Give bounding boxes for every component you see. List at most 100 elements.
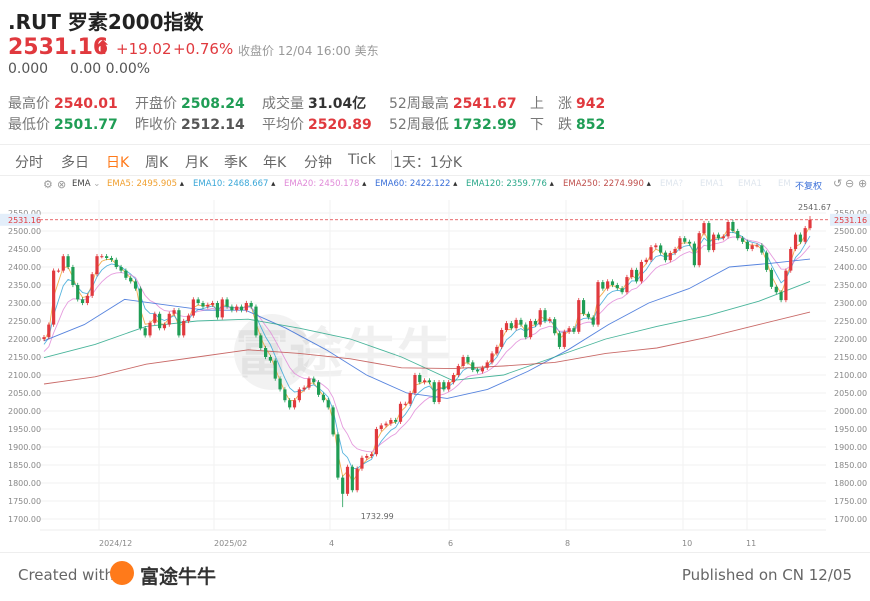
candle-body (408, 393, 412, 404)
tab-5[interactable]: 季K (224, 155, 248, 171)
y-tick-left: 1900.00 (8, 443, 41, 452)
candle-body (191, 299, 195, 316)
candle-body (659, 245, 663, 253)
candle-body (297, 389, 301, 401)
candle-body (302, 387, 306, 390)
stat-item: 最低价 2501.77 (8, 114, 118, 134)
candle-body (692, 243, 696, 266)
undo-icon[interactable]: ↺ (833, 177, 843, 190)
candle-body (634, 269, 639, 282)
candle-body (509, 323, 513, 329)
legend-label: EMA60: (375, 179, 408, 189)
zoom-out-icon[interactable]: ⊖ (845, 177, 855, 190)
tab-0[interactable]: 分时 (15, 155, 43, 171)
triangle-icon: ▴ (646, 179, 651, 189)
close-indicator-icon[interactable]: ⊗ (57, 178, 67, 191)
candle-body (312, 378, 316, 383)
candle-body (610, 281, 615, 285)
tab-2[interactable]: 日K (106, 155, 130, 171)
x-tick: 4 (329, 539, 334, 548)
candle-body (158, 313, 162, 329)
candle-body (138, 288, 142, 329)
candle-body (740, 238, 745, 242)
y-tick-right: 2050.00 (834, 389, 867, 398)
tab-1[interactable]: 多日 (61, 155, 89, 171)
y-tick-right: 2250.00 (834, 317, 867, 326)
candle-body (331, 407, 335, 435)
legend-ema250[interactable]: EMA250: 2274.990 ▴ (563, 179, 651, 189)
candle-body (654, 245, 658, 248)
candle-body (712, 234, 716, 251)
tab-8[interactable]: Tick (348, 152, 376, 168)
candle-body (215, 303, 220, 318)
divider (0, 144, 870, 145)
stat-value: 2508.24 (181, 96, 245, 112)
price-change: +19.02 (116, 40, 172, 58)
candle-body (678, 238, 682, 249)
interval-selector[interactable]: 1天：1分K (393, 155, 462, 171)
triangle-icon: ▴ (453, 179, 458, 189)
tab-6[interactable]: 年K (263, 155, 287, 171)
candle-body (731, 222, 735, 231)
y-tick-left: 2300.00 (8, 299, 41, 308)
legend-ema120[interactable]: EMA120: 2359.776 ▴ (466, 179, 554, 189)
legend-value: 2450.178 (318, 179, 360, 189)
candle-body (148, 322, 152, 336)
stat-value: 2512.14 (181, 117, 245, 133)
stat-label: 52周最低 (389, 117, 449, 133)
stat-item: 开盘价 2508.24 (135, 93, 245, 113)
tab-7[interactable]: 分钟 (304, 155, 332, 171)
candle-body (254, 306, 258, 336)
candle-body (206, 304, 210, 307)
tab-3[interactable]: 周K (145, 155, 169, 171)
legend-ema5[interactable]: EMA5: 2495.905 ▴ (107, 179, 184, 189)
legend-ema20[interactable]: EMA20: 2450.178 ▴ (284, 179, 366, 189)
faded-legend-2: EMA1 (700, 179, 724, 189)
settings-icon[interactable]: ⚙ (43, 178, 53, 191)
candle-body (562, 331, 566, 347)
triangle-icon: ▴ (549, 179, 554, 189)
candle-body (687, 241, 692, 244)
indicator-select[interactable]: EMA ⌄ (72, 179, 100, 189)
candle-body (581, 300, 586, 314)
legend-ema10[interactable]: EMA10: 2468.667 ▴ (193, 179, 275, 189)
candle-body (167, 313, 171, 325)
candle-body (172, 310, 176, 314)
candle-body (403, 403, 407, 405)
candle-body (220, 299, 224, 318)
candle-body (736, 231, 740, 239)
candle-body (341, 477, 345, 494)
last-price-label-left: 2531.16 (8, 216, 41, 225)
candle-body (533, 321, 537, 325)
price-change-pct: +0.76% (173, 40, 234, 58)
brand-name: 富途牛牛 (140, 566, 217, 588)
candle-body (668, 252, 672, 261)
candle-body (355, 468, 359, 491)
candle-body (85, 295, 89, 303)
candle-body (259, 335, 263, 348)
extreme-label-low: 1732.99 (361, 512, 394, 521)
up-arrow-icon: ⬆ (95, 37, 111, 59)
candle-body (133, 281, 138, 289)
legend-label: EMA120: (466, 179, 504, 189)
stat-label: 下 跌 (530, 117, 572, 133)
candle-body (789, 249, 793, 271)
legend-ema60[interactable]: EMA60: 2422.122 ▴ (375, 179, 457, 189)
y-tick-right: 2150.00 (834, 353, 867, 362)
candle-body (504, 323, 509, 330)
candle-body (702, 223, 706, 234)
stat-label: 昨收价 (135, 117, 177, 133)
y-tick-right: 1900.00 (834, 443, 867, 452)
candle-body (369, 454, 374, 456)
candle-body (572, 328, 576, 332)
tab-4[interactable]: 月K (185, 155, 209, 171)
y-tick-left: 2150.00 (8, 353, 41, 362)
tab-separator (391, 150, 392, 170)
adjust-toggle[interactable]: 不复权 (795, 182, 823, 192)
x-tick: 2024/12 (99, 539, 132, 548)
zoom-in-icon[interactable]: ⊕ (858, 177, 868, 190)
candle-body (379, 425, 383, 429)
stat-value: 2540.01 (54, 96, 118, 112)
candle-body (639, 261, 643, 282)
